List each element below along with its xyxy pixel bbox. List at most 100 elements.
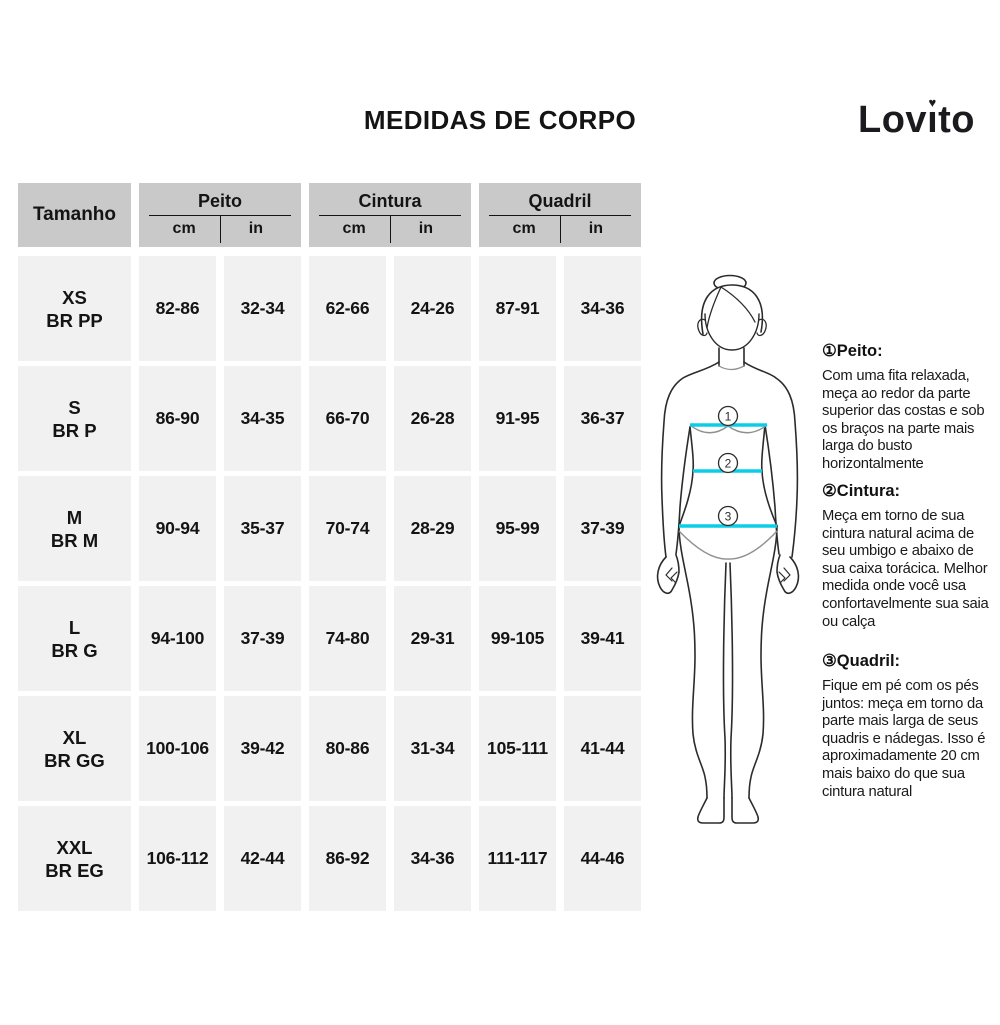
instruction-body-peito: Com uma fita relaxada, meça ao redor da … bbox=[822, 368, 985, 472]
unit-label-cm: cm bbox=[489, 216, 561, 243]
unit-label-in: in bbox=[418, 220, 433, 237]
value-cell: 34-36 bbox=[564, 256, 641, 361]
value-cell: 70-74 bbox=[309, 476, 386, 581]
size-cell-xxl: XXL BR EG bbox=[18, 806, 131, 911]
right-leg-outer bbox=[748, 525, 778, 799]
hair-outline bbox=[700, 284, 764, 335]
size-cell-xl: XL BR GG bbox=[18, 696, 131, 801]
value-cell: 66-70 bbox=[309, 366, 386, 471]
instruction-body-cintura: Meça em torno de sua cintura natural aci… bbox=[822, 508, 989, 630]
instruction-heading-peito: ①Peito: bbox=[822, 342, 883, 360]
right-ear bbox=[756, 318, 767, 337]
value-cell: 105-111 bbox=[479, 696, 556, 801]
value-cell: 86-92 bbox=[309, 806, 386, 911]
value-cell: 29-31 bbox=[394, 586, 471, 691]
value-cell: 99-105 bbox=[479, 586, 556, 691]
unit-label-cm: cm bbox=[319, 216, 391, 243]
value-cell: 106-112 bbox=[139, 806, 216, 911]
value-cell: 87-91 bbox=[479, 256, 556, 361]
marker-number-3: 3 bbox=[725, 510, 732, 524]
brand-logo: Lovı ♥ to bbox=[858, 95, 975, 142]
value-cell: 24-26 bbox=[394, 256, 471, 361]
size-cell-l: L BR G bbox=[18, 586, 131, 691]
value-cell: 86-90 bbox=[139, 366, 216, 471]
value-cell: 34-36 bbox=[394, 806, 471, 911]
right-arm-outline bbox=[743, 361, 799, 558]
value-cell: 31-34 bbox=[394, 696, 471, 801]
value-cell: 35-37 bbox=[224, 476, 301, 581]
instruction-cintura: ②Cintura: Meça em torno de sua cintura n… bbox=[822, 481, 994, 631]
unit-label-in: in bbox=[588, 220, 603, 237]
value-cell: 74-80 bbox=[309, 586, 386, 691]
value-cell: 28-29 bbox=[394, 476, 471, 581]
value-cell: 82-86 bbox=[139, 256, 216, 361]
left-ear bbox=[697, 318, 708, 337]
value-cell: 94-100 bbox=[139, 586, 216, 691]
size-cell-m: M BR M bbox=[18, 476, 131, 581]
value-cell: 26-28 bbox=[394, 366, 471, 471]
right-leg-inner bbox=[729, 562, 734, 799]
value-cell: 39-42 bbox=[224, 696, 301, 801]
instruction-heading-cintura: ②Cintura: bbox=[822, 482, 901, 500]
instruction-body-quadril: Fique em pé com os pés juntos: meça em t… bbox=[822, 678, 986, 800]
group-label-cintura: Cintura bbox=[358, 191, 422, 211]
table-body: XS BR PP 82-86 32-34 62-66 24-26 87-91 3… bbox=[18, 256, 641, 911]
left-leg-inner bbox=[722, 562, 727, 799]
unit-label-in: in bbox=[248, 220, 263, 237]
value-cell: 44-46 bbox=[564, 806, 641, 911]
header-group-quadril: Quadril cm in bbox=[479, 183, 641, 247]
marker-circle-1 bbox=[717, 405, 739, 427]
marker-number-2: 2 bbox=[725, 457, 732, 471]
header-group-peito: Peito cm in bbox=[139, 183, 301, 247]
heart-icon: ♥ bbox=[928, 95, 937, 110]
left-leg-outer bbox=[678, 525, 708, 799]
value-cell: 41-44 bbox=[564, 696, 641, 801]
body-figure-illustration: 1 2 3 bbox=[656, 274, 800, 824]
group-rule bbox=[148, 215, 292, 216]
header-cell-tamanho: Tamanho bbox=[18, 183, 131, 247]
size-cell-s: S BR P bbox=[18, 366, 131, 471]
brand-logo-pre: Lov bbox=[858, 99, 928, 141]
value-cell: 37-39 bbox=[564, 476, 641, 581]
value-cell: 91-95 bbox=[479, 366, 556, 471]
size-table: Tamanho Peito cm in Cintura cm in Quadri… bbox=[18, 183, 641, 911]
group-label-quadril: Quadril bbox=[528, 191, 592, 211]
group-rule bbox=[318, 215, 462, 216]
table-header: Tamanho Peito cm in Cintura cm in Quadri… bbox=[18, 183, 641, 247]
value-cell: 90-94 bbox=[139, 476, 216, 581]
size-cell-xs: XS BR PP bbox=[18, 256, 131, 361]
value-cell: 36-37 bbox=[564, 366, 641, 471]
brand-logo-i: ı ♥ bbox=[927, 95, 939, 141]
header-group-cintura: Cintura cm in bbox=[309, 183, 471, 247]
instruction-peito: ①Peito: Com uma fita relaxada, meça ao r… bbox=[822, 341, 994, 474]
value-cell: 34-35 bbox=[224, 366, 301, 471]
group-rule bbox=[488, 215, 632, 216]
brand-logo-post: to bbox=[938, 99, 975, 141]
value-cell: 62-66 bbox=[309, 256, 386, 361]
value-cell: 32-34 bbox=[224, 256, 301, 361]
group-label-peito: Peito bbox=[197, 191, 242, 211]
left-arm-outline bbox=[660, 361, 720, 558]
value-cell: 111-117 bbox=[479, 806, 556, 911]
page-title: MEDIDAS DE CORPO bbox=[363, 105, 637, 135]
value-cell: 100-106 bbox=[139, 696, 216, 801]
face-outline bbox=[704, 313, 760, 351]
unit-label-cm: cm bbox=[149, 216, 221, 243]
right-hand bbox=[776, 554, 800, 595]
value-cell: 39-41 bbox=[564, 586, 641, 691]
marker-number-1: 1 bbox=[725, 410, 732, 424]
hip-curve bbox=[678, 530, 778, 560]
left-hand bbox=[656, 554, 680, 595]
marker-circle-3 bbox=[717, 505, 739, 527]
value-cell: 95-99 bbox=[479, 476, 556, 581]
left-foot bbox=[696, 797, 725, 824]
instruction-quadril: ③Quadril: Fique em pé com os pés juntos:… bbox=[822, 651, 994, 801]
right-foot bbox=[731, 797, 760, 824]
value-cell: 80-86 bbox=[309, 696, 386, 801]
marker-circle-2 bbox=[717, 452, 739, 474]
torso-left bbox=[678, 426, 695, 527]
value-cell: 37-39 bbox=[224, 586, 301, 691]
value-cell: 42-44 bbox=[224, 806, 301, 911]
instruction-heading-quadril: ③Quadril: bbox=[822, 652, 901, 670]
